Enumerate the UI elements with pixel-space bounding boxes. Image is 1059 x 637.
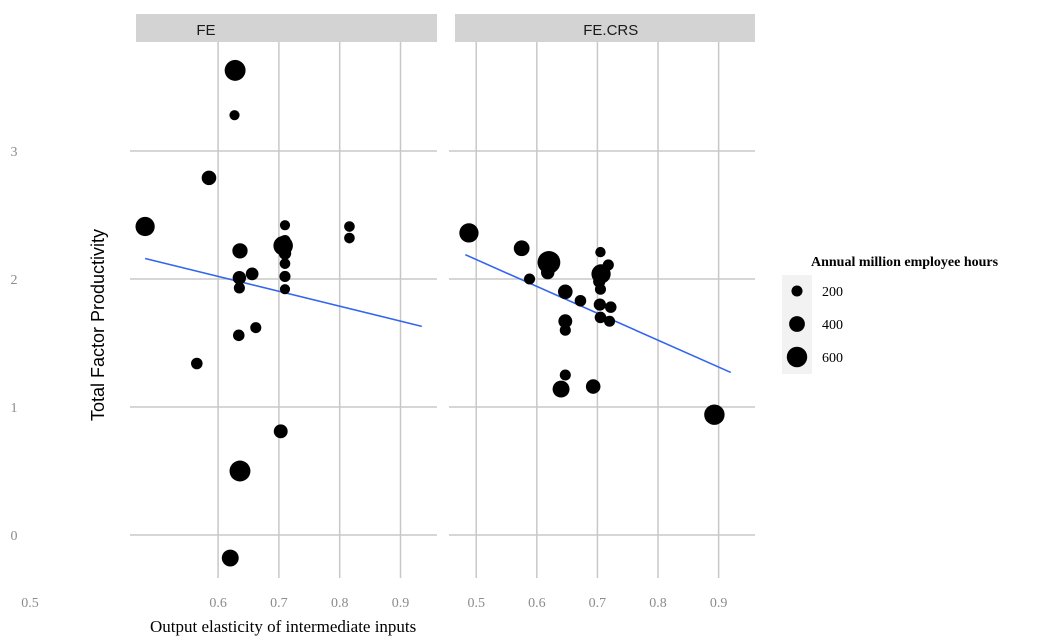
data-point	[524, 273, 536, 285]
data-point	[704, 404, 725, 425]
data-point	[232, 243, 248, 259]
data-point	[279, 284, 291, 295]
data-point	[135, 216, 155, 237]
data-point	[221, 549, 239, 567]
data-point	[232, 329, 245, 342]
data-point	[585, 379, 601, 394]
data-point	[541, 265, 555, 280]
x-tick-label: 0.9	[392, 596, 410, 611]
data-point	[552, 380, 570, 398]
y-tick-label: 2	[11, 273, 18, 288]
data-point	[593, 298, 606, 311]
data-point	[459, 223, 479, 243]
data-point	[559, 369, 571, 381]
x-tick-label: 0.9	[710, 596, 728, 611]
data-point	[279, 220, 291, 231]
x-tick-label: 0.6	[209, 596, 227, 611]
x-tick-label-extra: 0.5	[21, 596, 39, 611]
data-point	[250, 322, 262, 334]
legend-label: 600	[822, 351, 843, 366]
legend-title: Annual million employee hours	[811, 255, 999, 270]
data-point	[344, 232, 355, 244]
data-point	[344, 221, 355, 232]
data-point	[232, 271, 247, 285]
data-point	[558, 284, 573, 300]
legend-label: 400	[822, 318, 843, 333]
facet-strip-label: FE	[196, 22, 215, 39]
data-point	[279, 270, 291, 282]
data-point	[279, 258, 291, 269]
data-point	[594, 311, 607, 324]
size-legend: Annual million employee hours 200 400 600	[782, 255, 999, 374]
y-tick-label: 0	[11, 529, 18, 544]
facet-strip	[455, 14, 755, 42]
x-tick-label: 0.8	[649, 596, 667, 611]
x-axis-title: Output elasticity of intermediate inputs	[150, 617, 416, 636]
data-point	[595, 246, 606, 258]
data-point	[233, 282, 245, 294]
data-point	[191, 357, 203, 370]
x-tick-label: 0.7	[270, 596, 288, 611]
legend-label: 200	[822, 285, 843, 300]
x-tick-label: 0.8	[331, 596, 349, 611]
data-point	[224, 59, 246, 81]
facet-strip-label: FE.CRS	[583, 22, 638, 39]
legend-key	[791, 285, 803, 297]
data-point	[513, 240, 530, 257]
legend-key	[789, 316, 805, 332]
data-point	[604, 315, 616, 327]
data-point	[229, 110, 240, 121]
x-tick-label: 0.5	[467, 596, 485, 611]
legend-key	[786, 346, 808, 368]
x-tick-label: 0.6	[528, 596, 546, 611]
data-point	[245, 267, 259, 281]
data-point	[229, 460, 251, 482]
data-point	[559, 324, 571, 336]
data-point	[558, 314, 573, 329]
y-axis-title: Total Factor Productivity	[88, 229, 108, 421]
data-point	[278, 247, 292, 260]
data-point	[574, 294, 587, 307]
facet-strip	[136, 14, 437, 42]
data-point	[604, 301, 617, 313]
y-axis: 0.5 0 1 2 3	[11, 145, 39, 611]
panel-fe: FE 0.6 0.7 0.8 0.9	[130, 14, 437, 611]
data-point	[594, 283, 606, 295]
x-tick-label: 0.7	[589, 596, 607, 611]
data-point	[273, 424, 288, 439]
data-point	[201, 170, 217, 186]
panel-fe-crs: FE.CRS 0.5 0.6 0.7 0.8 0.9	[449, 14, 755, 611]
y-tick-label: 3	[11, 145, 18, 160]
y-tick-label: 1	[11, 401, 18, 416]
